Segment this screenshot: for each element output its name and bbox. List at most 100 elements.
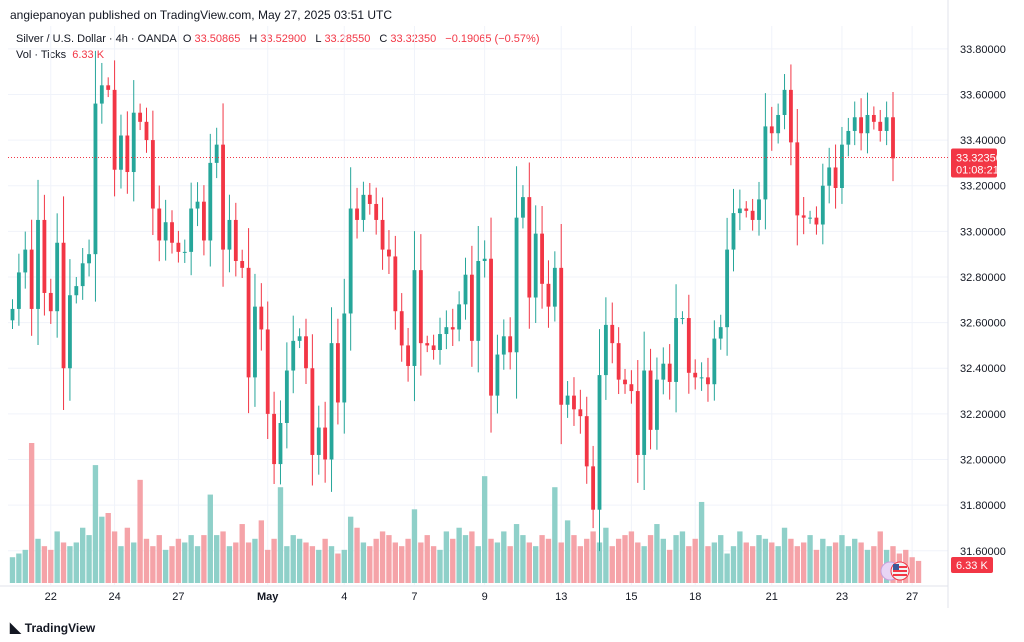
volume-bar (392, 542, 399, 583)
volume-bar (162, 549, 169, 583)
x-tick-label: 27 (172, 591, 184, 603)
x-tick-label: 27 (906, 591, 918, 603)
x-tick-label: 23 (836, 591, 848, 603)
candle-body (769, 126, 774, 134)
candle-body (48, 292, 53, 312)
volume-bar (577, 546, 584, 583)
volume-bar (622, 535, 628, 583)
volume-bar (813, 549, 820, 583)
volume-bar (169, 546, 175, 583)
y-tick-label: 31.60000 (960, 546, 1006, 558)
candle-body (584, 416, 589, 467)
volume-bar (73, 542, 79, 583)
volume-bar (92, 465, 99, 583)
volume-label[interactable]: Vol · Ticks (16, 49, 67, 61)
candle-body (355, 208, 359, 220)
close-value: 33.32350 (390, 33, 437, 45)
volume-bar (915, 560, 922, 583)
volume-bar (596, 542, 603, 583)
last-price-label: 33.32350 (956, 153, 1002, 165)
candle-body (808, 217, 812, 219)
volume-bar (303, 542, 309, 583)
candle-body (23, 249, 28, 273)
volume-bar (564, 520, 571, 583)
candle-body (291, 340, 296, 371)
candle-body (495, 354, 500, 396)
candle-body (380, 219, 385, 250)
volume-bar (16, 553, 22, 583)
volume-bar (826, 546, 832, 583)
candle-body (253, 306, 257, 378)
candle-body (469, 274, 474, 341)
volume-bar (67, 546, 73, 583)
y-tick-label: 33.40000 (960, 135, 1006, 147)
volume-bar (552, 487, 558, 583)
candle-body (233, 219, 238, 262)
candle-body (227, 219, 232, 250)
candle-body (572, 395, 576, 410)
volume-bar (245, 542, 252, 583)
volume-bar (213, 535, 220, 583)
x-tick-label: 18 (689, 591, 701, 603)
volume-bar (48, 549, 54, 583)
volume-bar (762, 538, 769, 583)
volume-bar (41, 546, 48, 583)
volume-bar (494, 542, 501, 583)
volume-bar (105, 513, 111, 583)
volume-bar (462, 535, 469, 583)
published-header: angiepanoyan published on TradingView.co… (10, 8, 393, 22)
volume-bar (271, 538, 277, 583)
candle-body (731, 213, 736, 250)
volume-bar (443, 531, 450, 583)
volume-bar (615, 538, 622, 583)
volume-bar (545, 538, 552, 583)
candle-body (501, 336, 506, 355)
change-value: −0.19065 (−0.57%) (445, 33, 540, 45)
volume-bar (226, 546, 233, 583)
candle-body (393, 256, 398, 312)
candle-body (316, 427, 321, 455)
candle-body (674, 318, 678, 382)
candle-body (310, 368, 315, 455)
candle-body (706, 377, 710, 385)
volume-bar (367, 546, 373, 583)
y-tick-label: 33.60000 (960, 89, 1006, 101)
volume-bar (54, 531, 60, 583)
candle-body (189, 208, 194, 252)
volume-bar (379, 531, 386, 583)
volume-bar (316, 549, 322, 583)
candle-body (833, 167, 838, 188)
tradingview-logo[interactable]: ◣ TradingView (10, 619, 95, 636)
candle-body (61, 242, 66, 369)
volume-bar (469, 531, 475, 583)
volume-bar (864, 549, 871, 583)
candle-body (74, 286, 79, 296)
volume-bar (603, 527, 609, 583)
volume-bar (475, 546, 481, 583)
candle-body (406, 345, 411, 366)
volume-legend: Vol · Ticks 6.33 K (16, 49, 104, 61)
volume-bar (335, 553, 341, 583)
candle-body (297, 336, 302, 341)
candle-body (106, 85, 111, 90)
candle-body (508, 336, 513, 353)
volume-bar (418, 542, 424, 583)
candle-body (259, 306, 264, 330)
countdown-label: 01:08:21 (956, 165, 999, 177)
volume-bar (852, 538, 858, 583)
candle-body (131, 112, 136, 173)
high-value: 33.52900 (260, 33, 307, 45)
volume-bar (667, 549, 673, 583)
close-label: C (379, 33, 388, 45)
y-tick-label: 33.20000 (960, 181, 1006, 193)
candle-body (744, 208, 749, 211)
candle-body (304, 336, 308, 369)
volume-bar (647, 535, 654, 583)
candle-body (521, 197, 525, 218)
volume-bar (9, 557, 16, 583)
candle-body (208, 162, 213, 241)
candle-body (763, 126, 768, 200)
high-label: H (249, 33, 258, 45)
symbol-name[interactable]: Silver / U.S. Dollar · 4h · OANDA (16, 33, 177, 45)
